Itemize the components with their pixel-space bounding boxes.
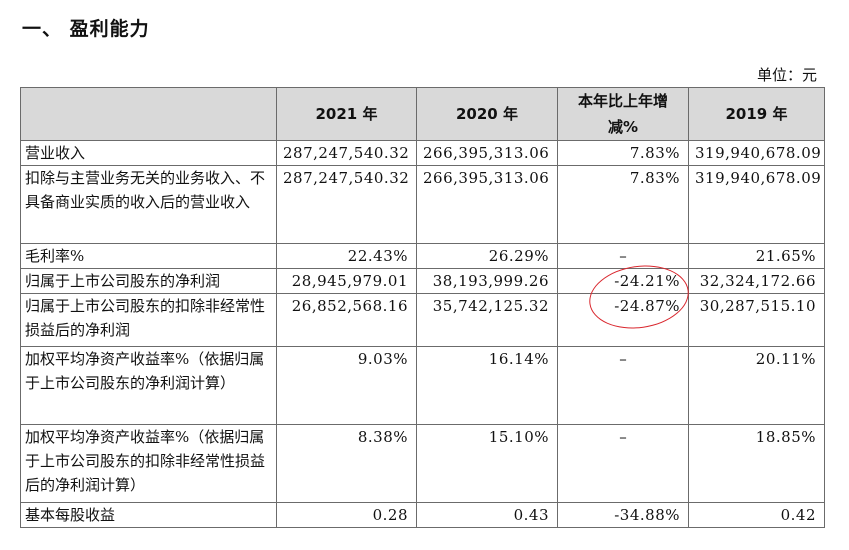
row-label: 归属于上市公司股东的扣除非经常性损益后的净利润 <box>20 293 277 347</box>
value-2019: 319,940,678.09 <box>688 165 825 244</box>
row-label: 归属于上市公司股东的净利润 <box>20 268 277 294</box>
value-2021: 22.43% <box>276 243 417 269</box>
value-2020: 266,395,313.06 <box>416 140 558 166</box>
table-row: 扣除与主营业务无关的业务收入、不具备商业实质的收入后的营业收入 287,247,… <box>20 165 825 244</box>
value-change: -34.88% <box>557 502 689 528</box>
table-row: 加权平均净资产收益率%（依据归属于上市公司股东的扣除非经常性损益后的净利润计算）… <box>20 424 825 503</box>
value-change: 7.83% <box>557 165 689 244</box>
row-label: 营业收入 <box>20 140 277 166</box>
value-2021: 287,247,540.32 <box>276 165 417 244</box>
unit-label: 单位：元 <box>756 66 817 84</box>
value-2019: 18.85% <box>688 424 825 503</box>
value-2021: 28,945,979.01 <box>276 268 417 294</box>
value-2020: 26.29% <box>416 243 558 269</box>
value-change: – <box>557 243 689 269</box>
value-2020: 266,395,313.06 <box>416 165 558 244</box>
value-2020: 15.10% <box>416 424 558 503</box>
row-label: 基本每股收益 <box>20 502 277 528</box>
value-2020: 35,742,125.32 <box>416 293 558 347</box>
header-2021: 2021 年 <box>276 87 417 141</box>
value-2020: 16.14% <box>416 346 558 425</box>
value-2020: 38,193,999.26 <box>416 268 558 294</box>
value-2021: 26,852,568.16 <box>276 293 417 347</box>
row-label: 加权平均净资产收益率%（依据归属于上市公司股东的净利润计算） <box>20 346 277 425</box>
value-change: 7.83% <box>557 140 689 166</box>
value-2019: 21.65% <box>688 243 825 269</box>
row-label: 加权平均净资产收益率%（依据归属于上市公司股东的扣除非经常性损益后的净利润计算） <box>20 424 277 503</box>
table-row: 归属于上市公司股东的扣除非经常性损益后的净利润 26,852,568.16 35… <box>20 293 825 347</box>
table-row: 归属于上市公司股东的净利润 28,945,979.01 38,193,999.2… <box>20 268 825 294</box>
value-2019: 20.11% <box>688 346 825 425</box>
table-row: 营业收入 287,247,540.32 266,395,313.06 7.83%… <box>20 140 825 166</box>
row-label: 毛利率% <box>20 243 277 269</box>
value-2021: 287,247,540.32 <box>276 140 417 166</box>
table-row: 基本每股收益 0.28 0.43 -34.88% 0.42 <box>20 502 825 528</box>
section-title: 一、 盈利能力 <box>22 18 150 40</box>
value-change: -24.87% <box>557 293 689 347</box>
value-2019: 30,287,515.10 <box>688 293 825 347</box>
value-2019: 319,940,678.09 <box>688 140 825 166</box>
value-2020: 0.43 <box>416 502 558 528</box>
header-2020: 2020 年 <box>416 87 558 141</box>
value-change: -24.21% <box>557 268 689 294</box>
value-2019: 32,324,172.66 <box>688 268 825 294</box>
value-change: – <box>557 424 689 503</box>
value-2019: 0.42 <box>688 502 825 528</box>
profitability-table: 2021 年 2020 年 本年比上年增减% 2019 年 营业收入 287,2… <box>20 87 825 528</box>
table-row: 毛利率% 22.43% 26.29% – 21.65% <box>20 243 825 269</box>
row-label: 扣除与主营业务无关的业务收入、不具备商业实质的收入后的营业收入 <box>20 165 277 244</box>
header-change: 本年比上年增减% <box>557 87 689 141</box>
header-2019: 2019 年 <box>688 87 825 141</box>
value-2021: 9.03% <box>276 346 417 425</box>
value-2021: 8.38% <box>276 424 417 503</box>
value-change: – <box>557 346 689 425</box>
header-empty <box>20 87 277 141</box>
value-2021: 0.28 <box>276 502 417 528</box>
table-row: 加权平均净资产收益率%（依据归属于上市公司股东的净利润计算） 9.03% 16.… <box>20 346 825 425</box>
